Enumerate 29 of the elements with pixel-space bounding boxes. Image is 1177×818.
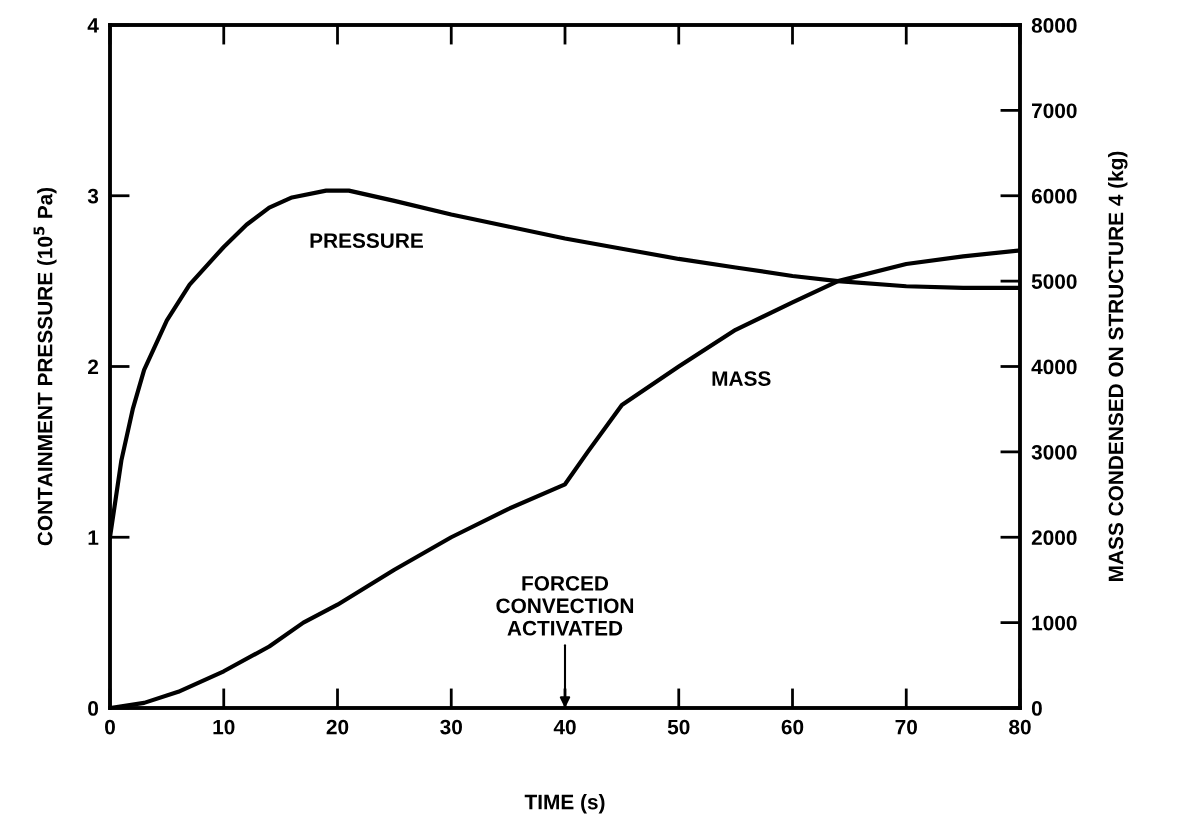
y2-tick-label: 4000 — [1031, 359, 1077, 375]
series-label: MASS — [712, 371, 771, 386]
y-axis-title: CONTAINMENT PRESSURE (10$^{5}$ Pa) — [33, 187, 57, 546]
x-tick-label: 30 — [440, 719, 462, 735]
x-tick-label: 10 — [213, 719, 235, 735]
y2-tick-label: 2000 — [1031, 530, 1077, 545]
y-tick-label: 3 — [87, 188, 99, 204]
y2-axis-title: MASS CONDENSED ON STRUCTURE 4 (kg) — [1108, 151, 1128, 581]
x-tick-label: 60 — [781, 719, 804, 735]
y2-tick-label: 1000 — [1032, 615, 1077, 631]
x-tick-label: 80 — [1009, 719, 1031, 735]
x-tick-label: 40 — [553, 719, 576, 735]
x-tick-label: 20 — [326, 719, 349, 735]
y2-tick-label: 3000 — [1031, 444, 1077, 460]
y-tick-label: 0 — [88, 701, 99, 716]
y2-tick-label: 6000 — [1031, 188, 1077, 204]
y-tick-label: 1 — [88, 530, 99, 545]
y-tick-label: 4 — [87, 18, 99, 33]
y2-tick-label: 5000 — [1031, 274, 1077, 289]
x-axis-title: TIME (s) — [524, 794, 605, 814]
y2-tick-label: 7000 — [1032, 103, 1077, 119]
y2-tick-label: 0 — [1031, 701, 1042, 716]
y2-tick-label: 8000 — [1031, 18, 1077, 33]
y-tick-label: 2 — [88, 359, 99, 375]
x-tick-label: 50 — [667, 719, 690, 735]
annotation: FORCED CONVECTION ACTIVATED — [496, 575, 634, 636]
x-tick-label: 70 — [895, 719, 917, 735]
series-label: PRESSURE — [310, 233, 423, 249]
x-tick-label: 0 — [105, 719, 115, 735]
